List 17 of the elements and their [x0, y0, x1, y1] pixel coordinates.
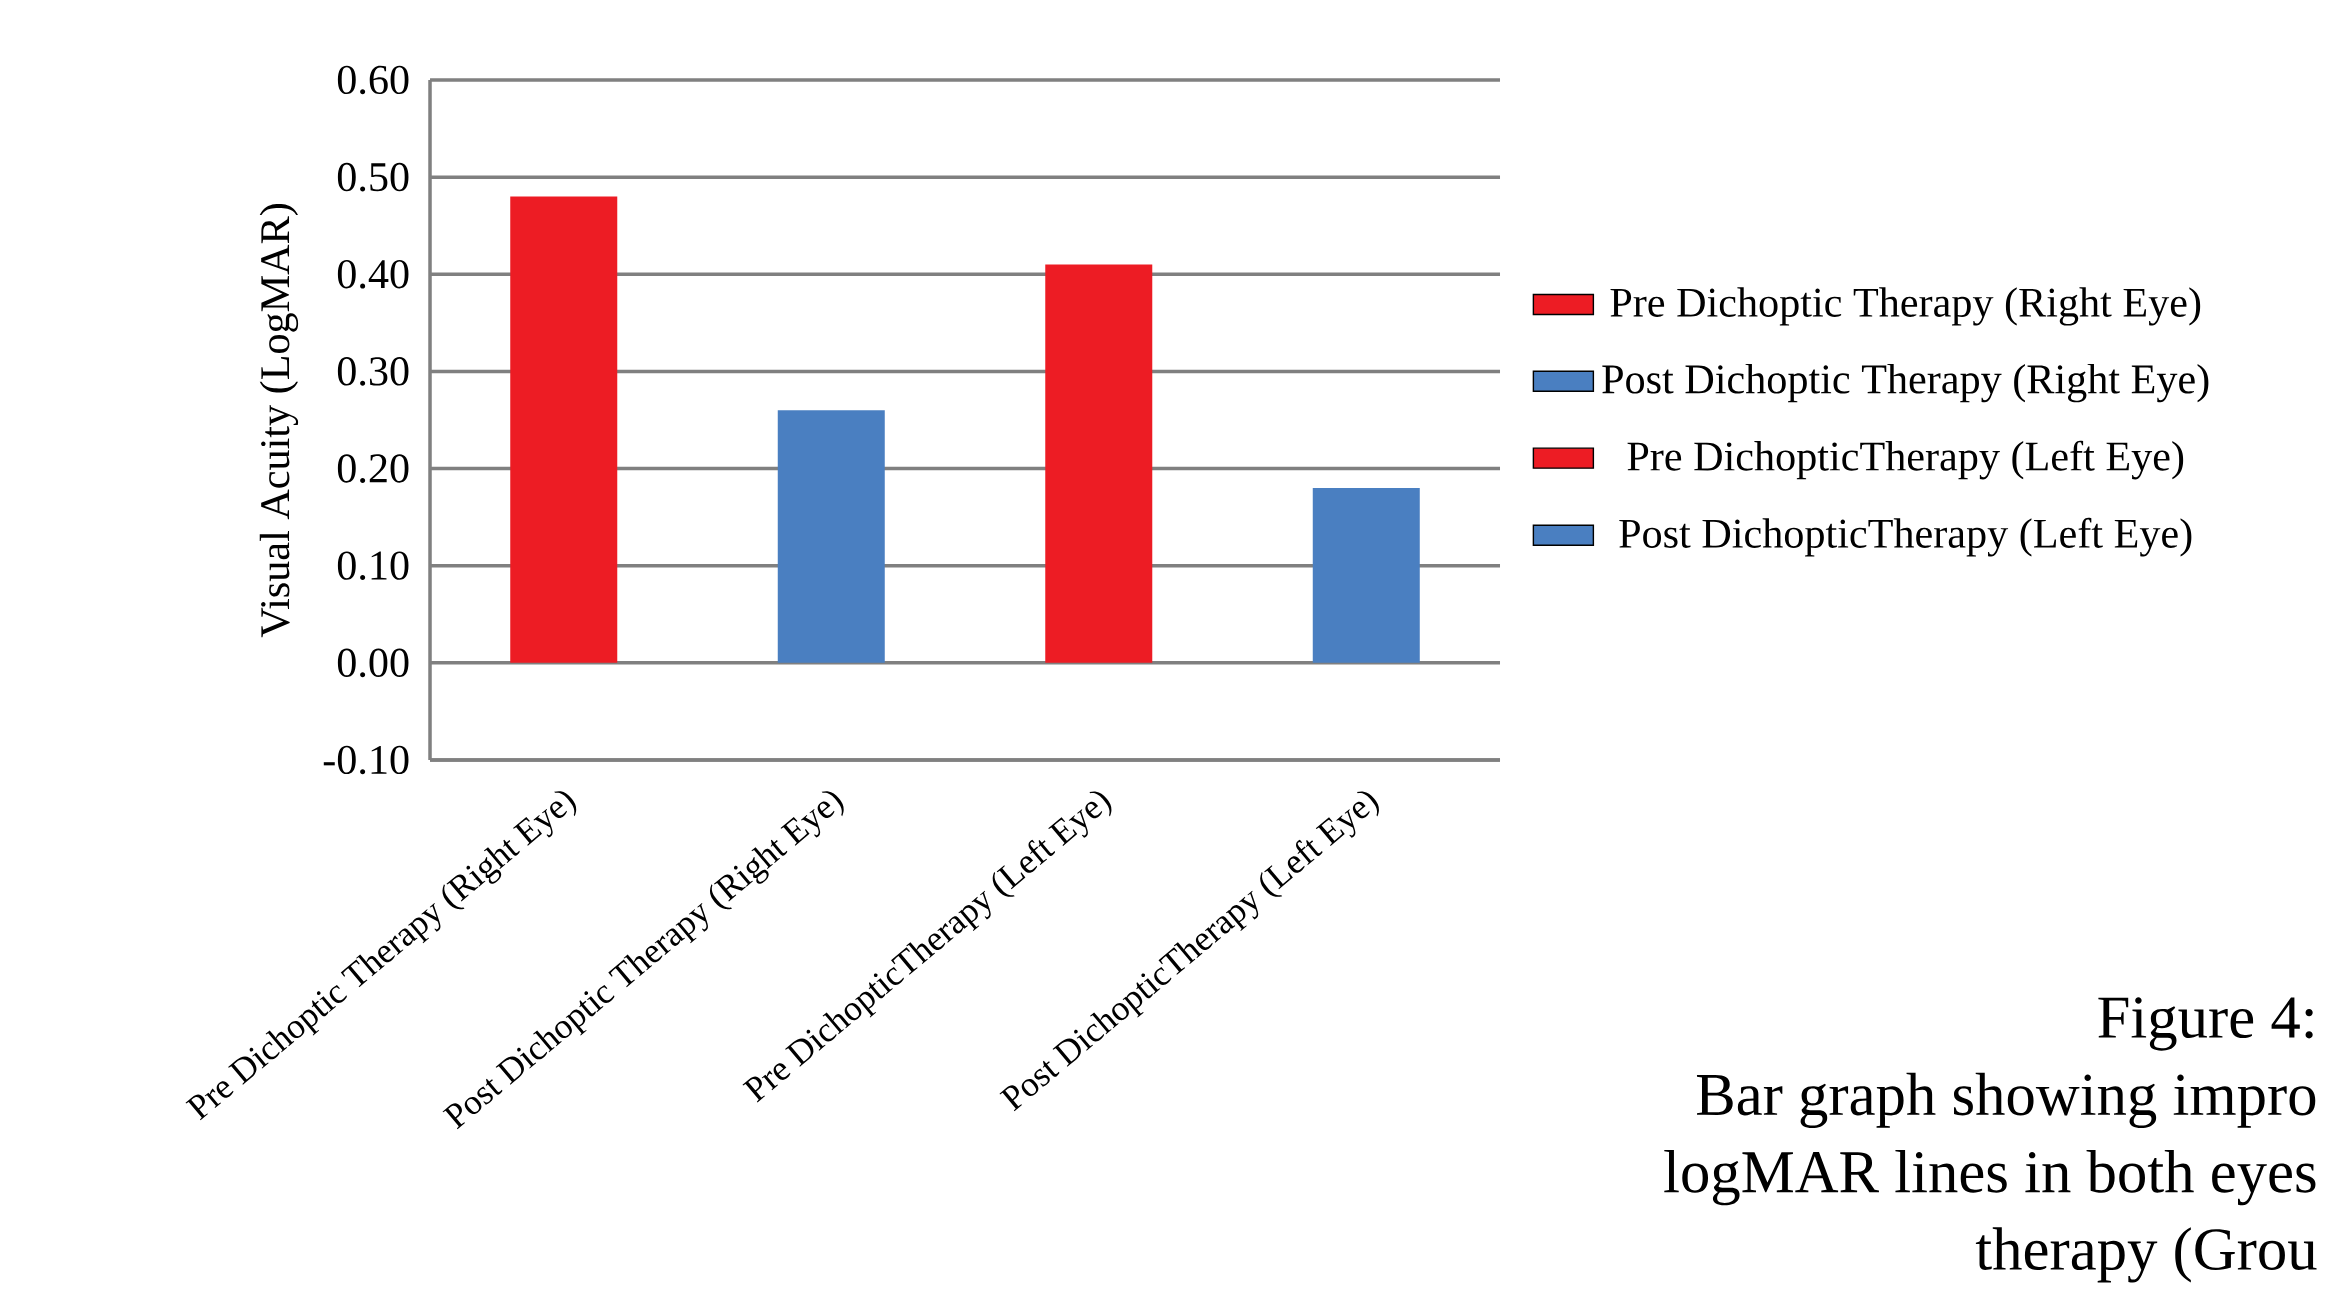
y-tick-label: 0.00 [337, 648, 409, 678]
text: therapy (Grou [1975, 1227, 2317, 1283]
y-tick-label: 0.60 [337, 65, 409, 95]
legend-label: Pre DichopticTherapy (Left Eye) [1627, 440, 2184, 480]
text: logMAR lines in both eyes [1664, 1149, 2316, 1206]
legend-label: Post DichopticTherapy (Left Eye) [1619, 517, 2192, 557]
y-tick-label: 0.50 [337, 162, 409, 192]
text: Bar graph showing impro [1696, 1072, 2316, 1128]
y-tick-label: 0.20 [337, 454, 409, 483]
y-tick-label: 0.40 [337, 259, 409, 289]
legend-label: Pre Dichoptic Therapy (Right Eye) [1610, 287, 2201, 326]
y-axis-title: Visual Acuity (LogMAR) [259, 204, 299, 638]
caption: Figure 4: [2098, 997, 2313, 1051]
y-tick-label: 0.10 [337, 551, 409, 581]
y-tick-label: -0.10 [323, 745, 409, 775]
y-tick-label: 0.30 [337, 357, 409, 386]
legend-label: Post Dichoptic Therapy (Right Eye) [1602, 363, 2209, 403]
